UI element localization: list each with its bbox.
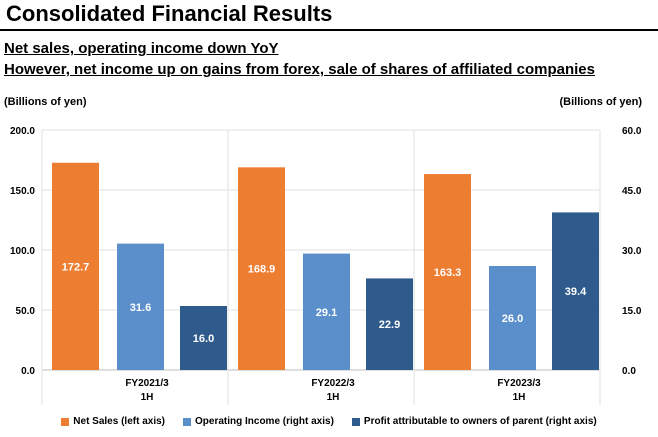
legend-swatch	[351, 417, 360, 426]
left-tick-label: 150.0	[10, 186, 35, 197]
title-underline	[0, 29, 658, 31]
bar-value-label: 16.0	[193, 333, 214, 345]
right-tick-label: 60.0	[622, 126, 642, 137]
left-tick-label: 50.0	[16, 306, 36, 317]
bar-value-label: 31.6	[130, 302, 151, 314]
bar	[552, 212, 599, 370]
bar-value-label: 29.1	[316, 307, 337, 319]
left-tick-label: 0.0	[21, 366, 35, 377]
right-tick-label: 30.0	[622, 246, 642, 257]
category-label: FY2021/3	[125, 378, 169, 389]
legend-label: Net Sales (left axis)	[73, 416, 165, 427]
bar-value-label: 163.3	[434, 267, 462, 279]
subtitle-line-2: However, net income up on gains from for…	[4, 61, 595, 78]
bar-value-label: 172.7	[62, 261, 90, 273]
category-label: 1H	[141, 392, 154, 403]
bar	[117, 243, 164, 370]
category-label: FY2022/3	[311, 378, 355, 389]
right-tick-label: 45.0	[622, 186, 642, 197]
bar-value-label: 168.9	[248, 264, 276, 276]
legend-item: Profit attributable to owners of parent …	[351, 416, 597, 427]
subtitle-line-1: Net sales, operating income down YoY	[4, 40, 279, 57]
bar	[424, 174, 471, 370]
left-tick-label: 100.0	[10, 246, 35, 257]
bar	[52, 162, 99, 370]
chart-legend: Net Sales (left axis) Operating Income (r…	[0, 416, 658, 427]
bar	[489, 266, 536, 370]
bar-value-label: 22.9	[379, 319, 400, 331]
legend-swatch	[183, 417, 191, 426]
legend-swatch	[61, 417, 70, 426]
category-label: 1H	[327, 392, 340, 403]
legend-item: Operating Income (right axis)	[183, 416, 334, 427]
left-tick-label: 200.0	[10, 126, 35, 137]
legend-label: Operating Income (right axis)	[195, 416, 334, 427]
bar-value-label: 39.4	[565, 286, 587, 298]
right-tick-label: 0.0	[622, 366, 636, 377]
category-label: FY2023/3	[497, 378, 541, 389]
bar	[303, 253, 350, 370]
bar	[366, 278, 413, 370]
category-label: 1H	[513, 392, 526, 403]
right-tick-label: 15.0	[622, 306, 642, 317]
right-axis-label: (Billions of yen)	[559, 96, 643, 108]
bar	[180, 306, 227, 370]
legend-label: Profit attributable to owners of parent …	[363, 416, 597, 427]
bar-value-label: 26.0	[502, 313, 523, 325]
legend-item: Net Sales (left axis)	[61, 416, 165, 427]
left-axis-label: (Billions of yen)	[4, 96, 87, 108]
bar	[238, 167, 285, 370]
page-title: Consolidated Financial Results	[6, 1, 333, 26]
